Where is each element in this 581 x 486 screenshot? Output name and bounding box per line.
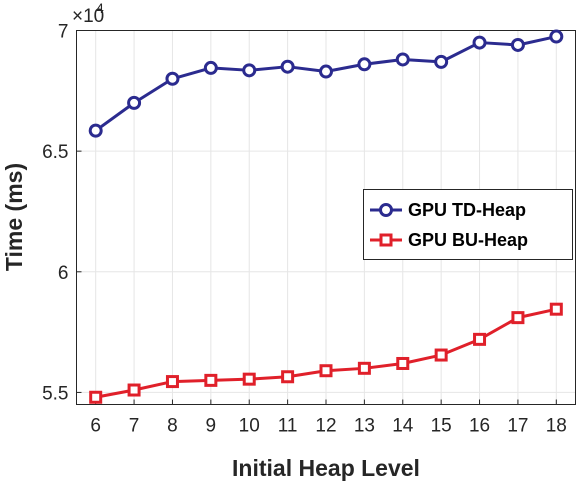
legend-marker-bu xyxy=(379,233,393,247)
data-point xyxy=(165,375,179,389)
x-tick-label: 9 xyxy=(206,416,217,437)
data-point xyxy=(396,356,410,370)
legend-label-td: GPU TD-Heap xyxy=(408,200,526,220)
y-axis: 5.5 6 6.5 7 xyxy=(42,22,82,404)
legend: GPU TD-Heap GPU BU-Heap xyxy=(363,189,573,260)
data-point xyxy=(473,332,487,346)
x-axis: 6 7 8 9 10 11 12 13 14 15 16 17 18 xyxy=(90,399,567,437)
y-exponent-power: 4 xyxy=(96,0,104,16)
data-point xyxy=(549,302,563,316)
x-tick-label: 10 xyxy=(239,416,260,437)
y-tick-label: 5.5 xyxy=(42,383,68,404)
data-point xyxy=(472,35,487,50)
data-point xyxy=(357,57,372,72)
legend-label-bu: GPU BU-Heap xyxy=(408,230,528,250)
data-point xyxy=(88,123,103,138)
legend-box xyxy=(363,189,573,260)
data-point xyxy=(510,37,525,52)
series xyxy=(88,29,564,404)
x-tick-label: 16 xyxy=(469,416,490,437)
x-axis-label: Initial Heap Level xyxy=(232,455,420,481)
y-tick-label: 6.5 xyxy=(42,142,68,163)
x-tick-label: 12 xyxy=(315,416,336,437)
series-gpu-td-heap xyxy=(88,29,564,138)
data-point xyxy=(89,390,103,404)
y-exponent-base: ×10 xyxy=(72,6,104,27)
x-tick-label: 18 xyxy=(546,416,567,437)
x-tick-label: 15 xyxy=(431,416,452,437)
x-tick-label: 6 xyxy=(90,416,101,437)
series-gpu-bu-heap xyxy=(89,302,563,404)
data-point xyxy=(242,372,256,386)
data-point xyxy=(127,95,142,110)
x-tick-label: 17 xyxy=(507,416,528,437)
x-tick-label: 11 xyxy=(278,416,298,437)
y-axis-label: Time (ms) xyxy=(1,163,27,271)
data-point xyxy=(203,60,218,75)
x-tick-label: 7 xyxy=(129,416,140,437)
data-point xyxy=(395,52,410,67)
data-point xyxy=(281,370,295,384)
data-point xyxy=(357,361,371,375)
data-point xyxy=(165,71,180,86)
x-tick-label: 14 xyxy=(392,416,414,437)
legend-marker-td xyxy=(379,203,393,217)
data-point xyxy=(434,348,448,362)
data-point xyxy=(242,63,257,78)
x-tick-label: 8 xyxy=(167,416,178,437)
data-point xyxy=(127,383,141,397)
y-tick-label: 7 xyxy=(58,22,69,43)
data-point xyxy=(434,54,449,69)
x-tick-label: 13 xyxy=(354,416,375,437)
data-point xyxy=(319,364,333,378)
data-point xyxy=(319,64,333,79)
data-point xyxy=(280,59,295,74)
data-point xyxy=(549,29,564,44)
data-point xyxy=(511,311,525,325)
data-point xyxy=(204,373,218,387)
y-tick-label: 6 xyxy=(58,263,69,284)
